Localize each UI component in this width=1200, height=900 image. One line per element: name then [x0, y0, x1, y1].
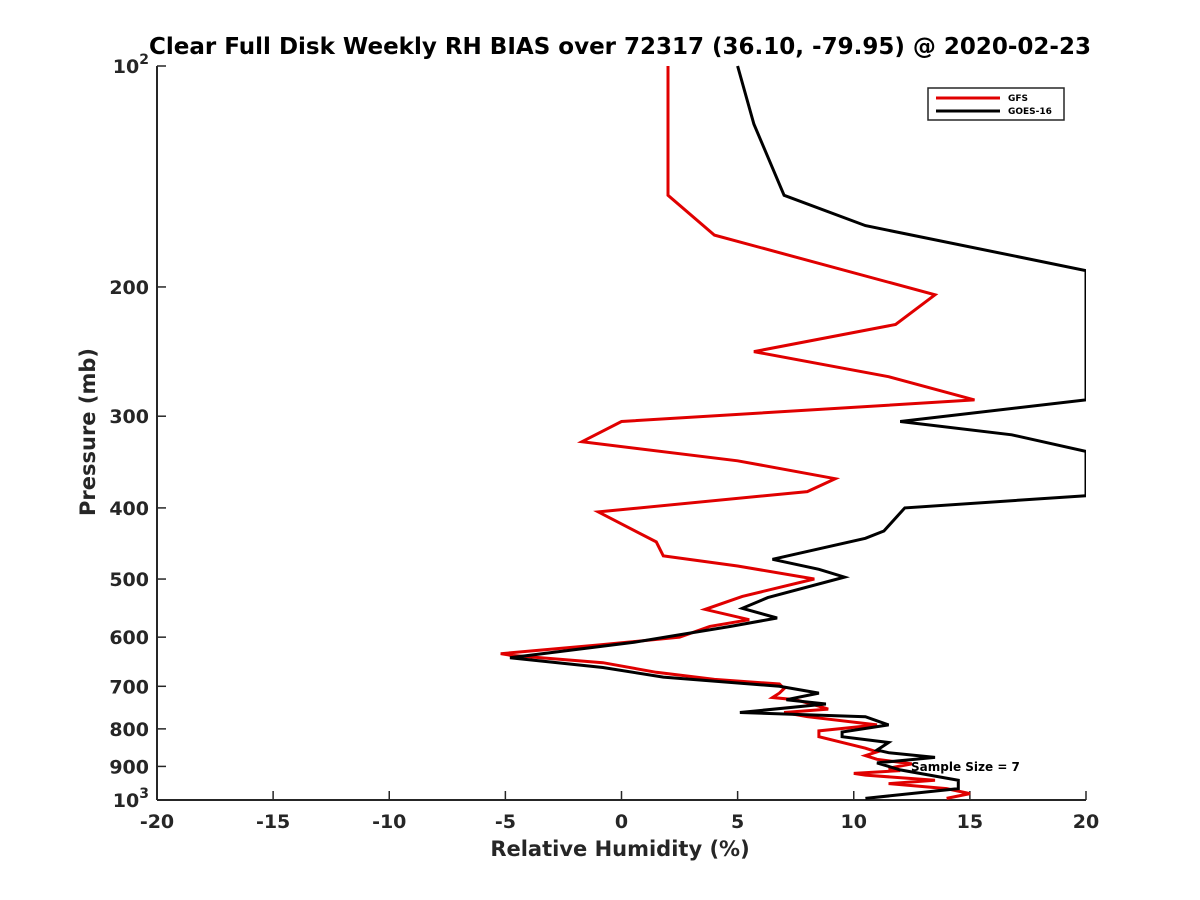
y-tick-label: 102: [113, 52, 149, 78]
x-tick-label: -15: [256, 811, 290, 833]
sample-size-annotation: Sample Size = 7: [911, 760, 1020, 774]
y-tick-label-base: 900: [109, 756, 149, 778]
y-tick-label-base: 300: [109, 406, 149, 428]
data-series: [500, 65, 1086, 800]
y-tick-label: 103: [113, 786, 149, 812]
legend-entry-label: GOES-16: [1008, 107, 1052, 117]
y-tick-label: 900: [109, 756, 149, 778]
y-tick-label: 700: [109, 676, 149, 698]
x-tick-label: 10: [841, 811, 867, 833]
x-tick-label: 15: [957, 811, 983, 833]
x-tick-label: -10: [372, 811, 406, 833]
y-tick-label-exponent: 3: [139, 786, 149, 802]
y-tick-label-base: 700: [109, 676, 149, 698]
y-tick-label-base: 10: [113, 790, 139, 812]
legend: GFS GOES-16: [927, 87, 1065, 121]
x-tick-label: 5: [731, 811, 744, 833]
x-tick-label: 0: [615, 811, 628, 833]
legend-entry-label: GFS: [1008, 94, 1028, 104]
chart-title: Clear Full Disk Weekly RH BIAS over 7231…: [149, 34, 1091, 60]
y-tick-label-base: 600: [109, 627, 149, 649]
y-axis-label: Pressure (mb): [76, 348, 100, 516]
x-tick-label: 20: [1073, 811, 1099, 833]
y-tick-label: 500: [109, 569, 149, 591]
x-tick-label: -20: [140, 811, 174, 833]
y-tick-label-base: 500: [109, 569, 149, 591]
axes: -20 -15 -10 -5 0 5 10 15 20102200300400500600700…: [109, 52, 1099, 833]
y-tick-label: 800: [109, 719, 149, 741]
y-tick-label: 300: [109, 406, 149, 428]
y-tick-label-base: 400: [109, 498, 149, 520]
x-axis-label: Relative Humidity (%): [490, 837, 749, 861]
series-line-gfs: [500, 66, 975, 800]
x-tick-label: -5: [495, 811, 516, 833]
legend-box: [927, 87, 1065, 121]
y-tick-label-base: 800: [109, 719, 149, 741]
y-tick-label: 400: [109, 498, 149, 520]
y-tick-label: 200: [109, 277, 149, 299]
series-line-goes-16: [509, 65, 1086, 800]
y-tick-label: 600: [109, 627, 149, 649]
y-tick-label-exponent: 2: [139, 52, 149, 68]
y-tick-label-base: 10: [113, 56, 139, 78]
y-tick-label-base: 200: [109, 277, 149, 299]
